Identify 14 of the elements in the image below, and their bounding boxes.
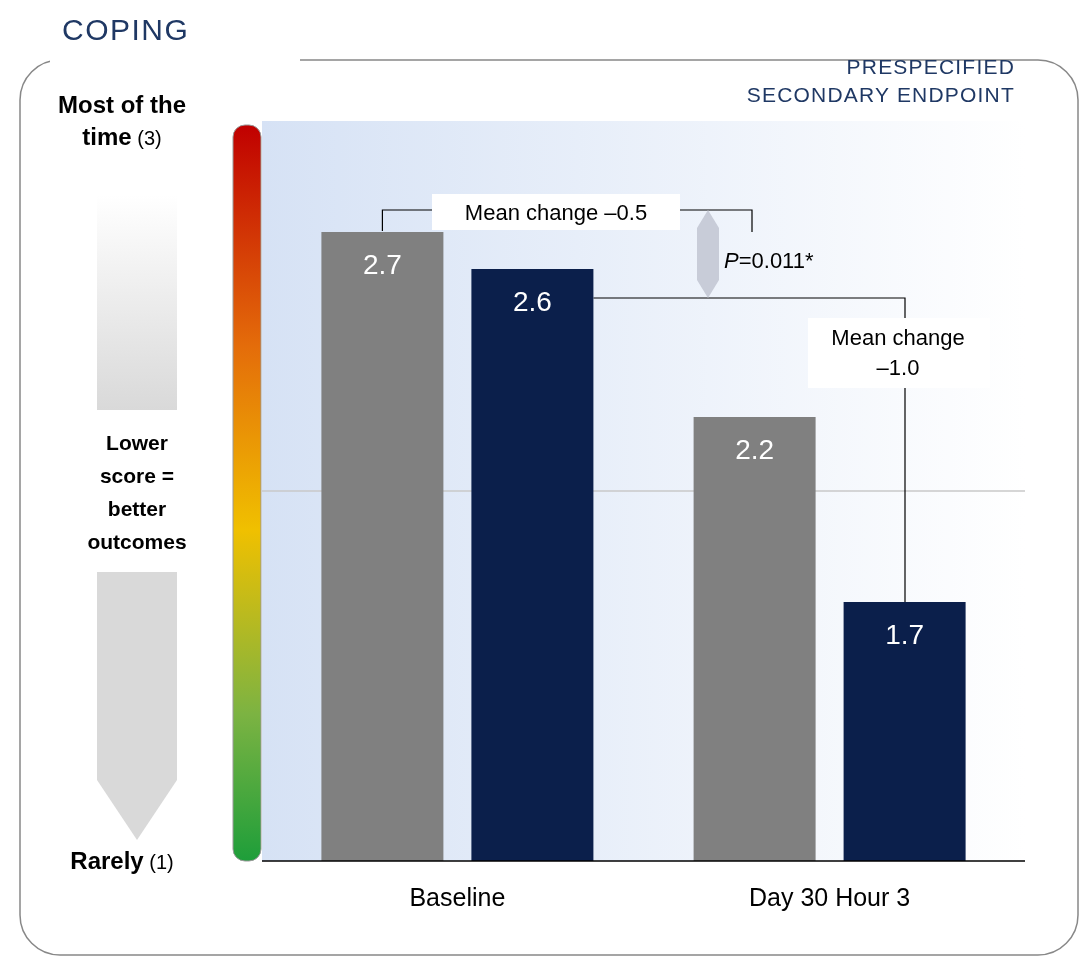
annotation: Mean change –1.0 [831,325,965,380]
x-tick-label: Baseline [409,883,506,911]
annotation: P=0.011* [724,248,814,273]
y-tick-label: Rarely (1) [70,847,174,874]
chart-subtitle: PRESPECIFIED SECONDARY ENDPOINT [746,55,1015,106]
data-label: 2.2 [735,434,775,465]
data-label: 2.7 [362,249,402,280]
data-label: 2.6 [512,286,552,317]
annotation: Mean change –0.5 [464,200,648,225]
text: Lower score = better outcomes [87,431,187,553]
data-label: 1.7 [885,619,925,650]
x-tick-label: Day 30 Hour 3 [749,883,911,911]
y-tick-label: Most of the time (3) [58,91,186,150]
chart-title: COPING [62,13,190,46]
